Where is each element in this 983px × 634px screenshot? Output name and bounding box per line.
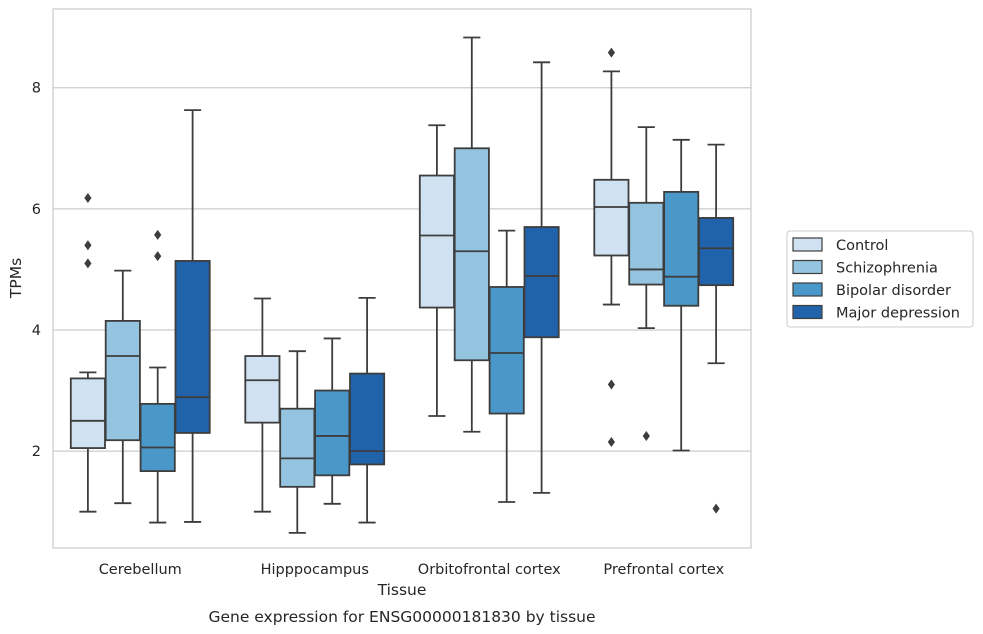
box-schizophrenia (279, 407, 316, 488)
plot-frame (52, 8, 752, 549)
legend-label: Major depression (836, 306, 960, 322)
y-tick-label: 8 (32, 81, 41, 97)
y-tick-label: 6 (32, 202, 41, 218)
y-axis-ticks: 2 4 6 8 (32, 81, 41, 460)
box-control (244, 355, 281, 424)
legend-swatch (792, 304, 823, 320)
x-tick-label: Orbitofrontal cortex (418, 562, 561, 578)
outlier-point (607, 379, 615, 390)
x-axis-label: Tissue (377, 581, 427, 599)
outlier-point (84, 240, 92, 251)
box-major-depression (174, 260, 211, 434)
box-major-depression (523, 226, 560, 339)
y-tick-label: 4 (32, 323, 41, 339)
legend-swatch (792, 259, 823, 275)
outlier-point (712, 503, 720, 514)
box-bipolar-disorder (139, 402, 176, 472)
legend-swatch (792, 282, 823, 297)
legend-label: Bipolar disorder (836, 283, 951, 299)
outlier-point (84, 192, 92, 203)
box-major-depression (698, 217, 735, 287)
box-bipolar-disorder (488, 286, 525, 415)
outlier-point (154, 229, 162, 240)
x-tick-label: Cerebellum (99, 562, 182, 578)
box-schizophrenia (104, 319, 141, 442)
box-bipolar-disorder (314, 389, 351, 477)
legend-label: Schizophrenia (836, 261, 938, 277)
box-schizophrenia (628, 201, 665, 286)
box-control (69, 377, 106, 449)
boxes-layer (69, 36, 735, 534)
chart-caption: Gene expression for ENSG00000181830 by t… (208, 608, 595, 626)
box-bipolar-disorder (663, 190, 700, 307)
box-schizophrenia (453, 147, 490, 362)
x-tick-label: Hipppocampus (261, 562, 369, 578)
box-control (593, 178, 630, 257)
x-tick-label: Prefrontal cortex (603, 562, 724, 578)
y-tick-label: 2 (32, 444, 41, 460)
outlier-point (84, 258, 92, 269)
legend-frame (786, 230, 974, 328)
legend-swatch (792, 237, 823, 252)
box-major-depression (349, 372, 386, 466)
y-axis-label: TPMs (7, 258, 25, 299)
outlier-point (154, 251, 162, 262)
x-axis-ticks: Cerebellum Hipppocampus Orbitofrontal cort… (99, 562, 725, 578)
outlier-point (607, 47, 615, 58)
legend-label: Control (836, 238, 888, 254)
outlier-point (642, 430, 650, 441)
box-control (418, 174, 455, 309)
outlier-point (607, 437, 615, 448)
legend: Control Schizophrenia Bipolar disorder Majo… (786, 230, 974, 328)
